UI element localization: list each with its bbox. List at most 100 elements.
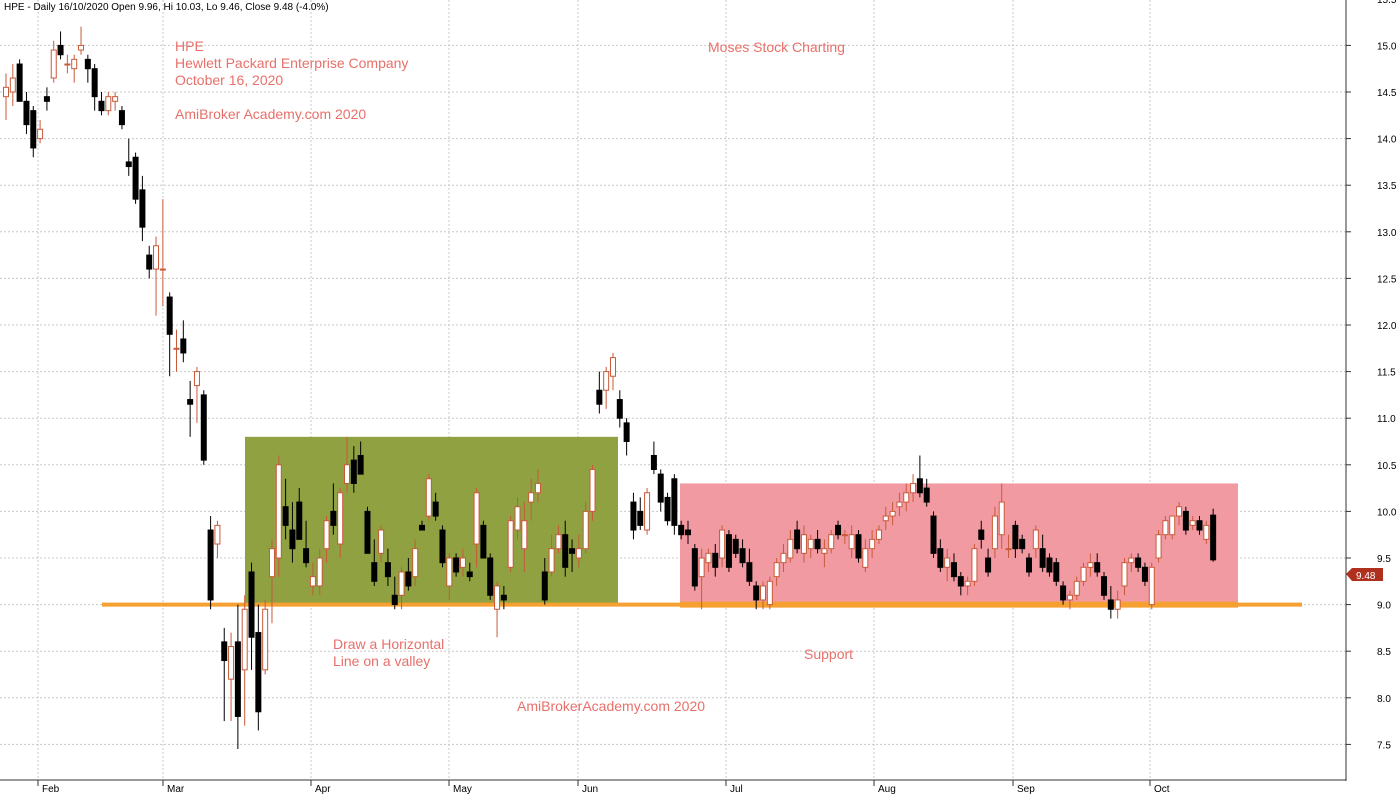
candle-body: [753, 585, 760, 601]
candle-body: [248, 571, 255, 638]
candle-body: [1203, 524, 1210, 540]
candle-body: [596, 389, 603, 405]
candle-body: [1060, 585, 1067, 601]
candle: [125, 138, 132, 176]
candle-body: [991, 515, 998, 550]
candle-body: [616, 399, 623, 419]
candle: [957, 571, 964, 596]
candle: [1053, 558, 1060, 586]
candle: [453, 553, 460, 577]
candle: [419, 520, 426, 531]
candle-body: [105, 96, 112, 112]
candle-body: [1026, 557, 1032, 573]
candle: [91, 64, 98, 111]
candle-body: [800, 534, 807, 554]
candle: [575, 534, 582, 568]
candle: [971, 544, 978, 586]
candle: [589, 464, 596, 521]
candle: [1060, 581, 1067, 605]
x-tick-label: Jul: [730, 784, 743, 795]
candle-body: [398, 571, 405, 596]
candle-body: [1019, 538, 1026, 550]
candle-body: [835, 524, 842, 536]
candle: [582, 502, 589, 554]
y-tick-label: 12.5: [1377, 274, 1397, 285]
candle: [494, 581, 501, 638]
candle: [439, 525, 446, 568]
candle: [766, 576, 773, 610]
zone-layer: [102, 436, 1302, 608]
candle-body: [57, 44, 64, 56]
candle-body: [9, 77, 16, 93]
candle: [562, 520, 569, 577]
candle-body: [780, 552, 787, 564]
candle: [16, 59, 23, 102]
candle: [255, 604, 262, 731]
candle: [57, 31, 64, 60]
candle: [1073, 576, 1080, 600]
candle: [391, 576, 398, 610]
zone-green: [245, 436, 618, 605]
candle-body: [16, 63, 23, 102]
candle: [282, 478, 289, 540]
candle-body: [623, 422, 630, 442]
candle: [112, 92, 119, 111]
candle: [1012, 520, 1019, 558]
candle: [896, 492, 903, 517]
candle-body: [1210, 514, 1217, 561]
candle: [800, 525, 807, 563]
candle-body: [1121, 562, 1128, 587]
candle-body: [1128, 557, 1135, 564]
candle-body: [903, 492, 910, 503]
candle: [1169, 515, 1176, 540]
candle-body: [978, 529, 985, 540]
candle-body: [364, 510, 371, 554]
candle: [787, 530, 794, 563]
candle: [753, 581, 760, 610]
candle-body: [139, 189, 146, 228]
candle: [364, 506, 371, 554]
candle: [446, 553, 453, 600]
candle: [412, 539, 419, 586]
candle-body: [268, 548, 275, 578]
candle-body: [657, 473, 664, 503]
candle: [541, 558, 548, 605]
annotation-site-bottom: AmiBrokerAcademy.com 2020: [517, 698, 705, 714]
candle: [944, 548, 951, 582]
candle-body: [187, 399, 194, 405]
candle-body: [78, 44, 85, 51]
candle-body: [23, 100, 30, 126]
candle-layer: [3, 26, 1217, 750]
candle-body: [173, 347, 180, 350]
x-tick-label: Jun: [582, 784, 598, 795]
candle-body: [323, 520, 330, 550]
candle: [814, 530, 821, 554]
candle: [3, 73, 9, 120]
candle-body: [1073, 580, 1080, 596]
candle-body: [1141, 566, 1148, 582]
candle: [746, 548, 753, 586]
candle: [1128, 553, 1135, 572]
candle: [323, 516, 330, 563]
candle-body: [637, 510, 644, 526]
candle: [221, 627, 228, 722]
candle: [1101, 571, 1108, 600]
y-tick-label: 10.5: [1377, 461, 1397, 472]
candle-body: [344, 464, 350, 484]
candle: [1196, 516, 1203, 535]
candle-body: [357, 454, 364, 475]
annotation-support: Support: [804, 646, 853, 662]
candle-body: [719, 529, 726, 559]
y-tick-label: 8.5: [1377, 647, 1391, 658]
candle: [405, 558, 412, 591]
candle-body: [760, 585, 767, 601]
candle: [316, 548, 323, 596]
candle-body: [589, 468, 596, 512]
x-tick-label: Oct: [1154, 784, 1170, 795]
candle-body: [828, 534, 835, 550]
candle: [664, 492, 671, 526]
candle-body: [37, 128, 44, 140]
candle-body: [1196, 520, 1203, 531]
candle-body: [262, 608, 269, 671]
